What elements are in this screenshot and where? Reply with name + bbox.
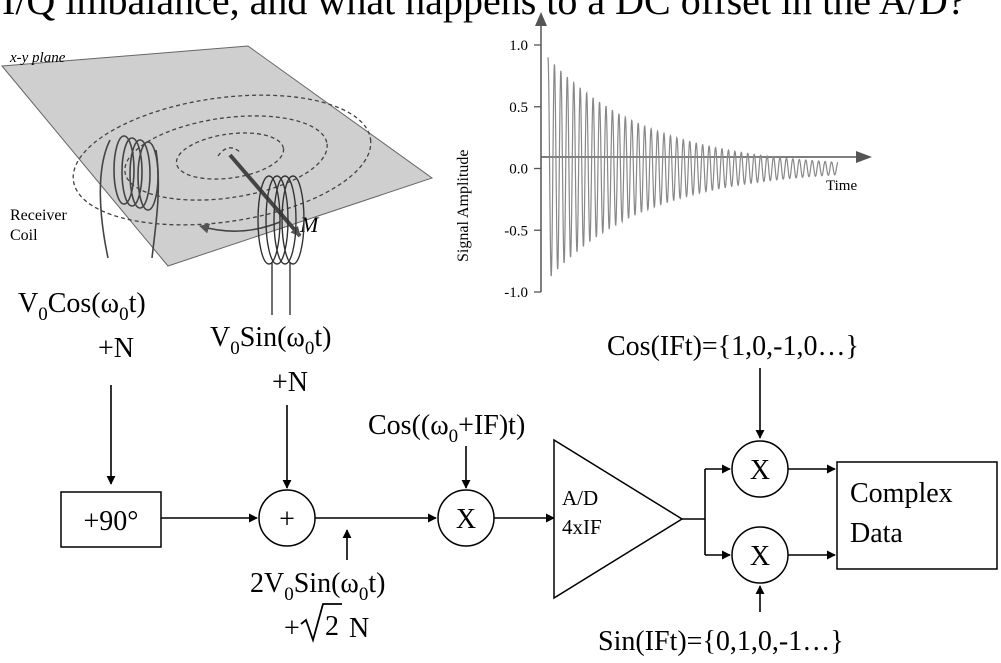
local-oscillator-label: Cos((ω0+IF)t) (368, 410, 525, 447)
rotation-arrow (199, 221, 281, 234)
xy-plane (1, 45, 434, 267)
transmit-coil (257, 175, 305, 315)
complex-data-label-line2: Data (850, 518, 903, 549)
input-sin-noise: +N (272, 367, 308, 398)
input-sin-label: V0Sin(ω0t) (210, 322, 331, 359)
y-axis-arrowhead (535, 12, 547, 26)
y-tick-label: 0.5 (509, 100, 528, 116)
complex-data-label-line1: Complex (850, 478, 953, 509)
y-tick-label: -0.5 (504, 223, 528, 239)
y-ticks: 1.0 0.5 0.0 -0.5 -1.0 (504, 38, 541, 301)
phase-shift-block (60, 491, 162, 548)
fid-chart: 1.0 0.5 0.0 -0.5 -1.0 Time Signal Amplitude (455, 12, 872, 301)
complex-data-block (836, 461, 998, 570)
mixer-i-label: X (750, 455, 770, 486)
coil-label-receiver: Receiver (10, 207, 68, 224)
summing-junction-label: + (279, 504, 295, 535)
input-cos-noise: +N (98, 333, 134, 364)
input-cos-label: V0Cos(ω0t) (18, 288, 146, 325)
y-tick-label: 0.0 (509, 162, 528, 178)
y-axis-label: Signal Amplitude (455, 150, 472, 262)
sin-if-label: Sin(IFt)={0,1,0,-1…} (598, 626, 844, 657)
phase-shift-label: +90° (84, 506, 139, 537)
adc-rate-label: 4xIF (562, 515, 602, 539)
sqrt-argument: 2 (325, 611, 339, 642)
magnetization-label: M (299, 212, 320, 237)
adc-block (553, 438, 684, 600)
plane-label: x-y plane (9, 50, 66, 66)
fid-signal-line (547, 57, 839, 277)
cos-if-label: Cos(IFt)={1,0,-1,0…} (607, 331, 859, 362)
sum-output-noise-n: N (342, 613, 369, 644)
header-text: I/Q imbalance, and what happens to a DC … (2, 0, 965, 23)
block-diagram: V0Cos(ω0t) +N V0Sin(ω0t) +N +90° + 2V0Si… (18, 288, 998, 657)
mixer-1-label: X (456, 504, 476, 535)
sqrt-symbol (300, 603, 342, 644)
sum-output-label: 2V0Sin(ω0t) (250, 568, 385, 605)
receiver-coil (99, 135, 160, 259)
x-axis-label: Time (826, 178, 857, 194)
nmr-illustration: x-y plane Receiver Coil M (1, 45, 434, 315)
y-tick-label: 1.0 (509, 38, 528, 54)
precession-spiral (72, 94, 372, 226)
x-axis-arrowhead (856, 151, 872, 163)
sum-output-noise-plus: + (284, 613, 300, 644)
mixer-q-label: X (750, 541, 770, 572)
adc-label: A/D (562, 486, 598, 510)
coil-label-coil: Coil (10, 227, 38, 244)
y-tick-label: -1.0 (504, 285, 528, 301)
